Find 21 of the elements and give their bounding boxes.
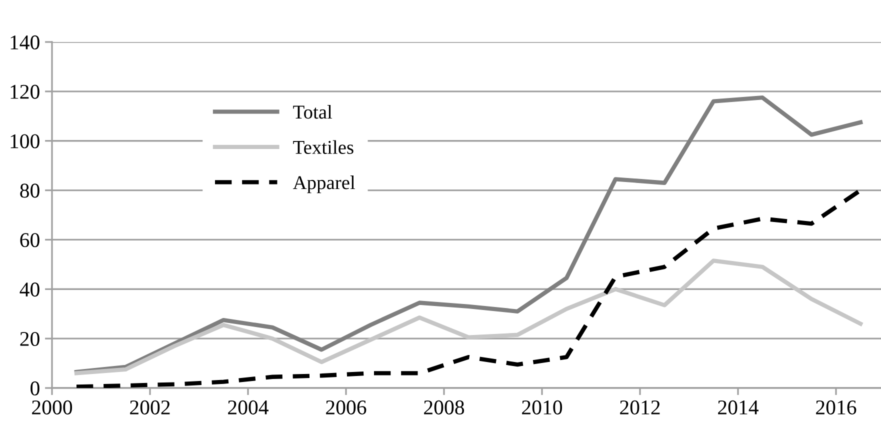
y-tick-label: 100 xyxy=(10,134,40,148)
y-tick-label: 140 xyxy=(10,35,40,50)
x-tick-label: 2000 xyxy=(32,400,72,414)
y-tick-label: 0 xyxy=(30,381,40,396)
y-tick-label: 40 xyxy=(20,282,40,297)
y-tick-label: 60 xyxy=(20,233,40,248)
legend-label: Textiles xyxy=(293,140,354,154)
x-tick-label: 2012 xyxy=(620,400,660,414)
y-tick-label: 20 xyxy=(20,332,40,346)
x-tick-label: 2004 xyxy=(228,400,269,414)
y-tick-label: 120 xyxy=(10,84,40,99)
y-tick-label: 80 xyxy=(20,184,40,198)
x-tick-label: 2008 xyxy=(424,400,464,414)
legend-label: Total xyxy=(293,105,332,119)
x-tick-label: 2002 xyxy=(130,400,170,414)
legend-label: Apparel xyxy=(292,176,356,194)
x-tick-label: 2010 xyxy=(522,400,562,414)
x-tick-label: 2016 xyxy=(816,400,856,414)
x-tick-label: 2006 xyxy=(326,400,366,414)
x-tick-label: 2014 xyxy=(718,400,759,414)
line-series xyxy=(74,258,863,376)
